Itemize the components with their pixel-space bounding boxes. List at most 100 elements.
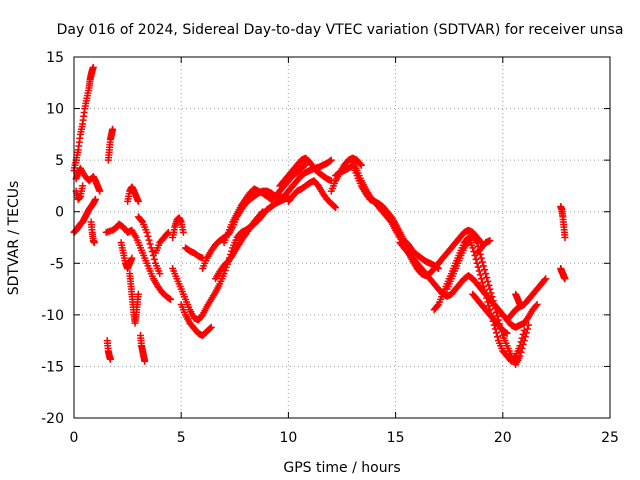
series-s1: [70, 63, 97, 174]
data-point: [533, 301, 541, 309]
data-point: [473, 259, 481, 267]
chart-title: Day 016 of 2024, Sidereal Day-to-day VTE…: [57, 22, 624, 38]
series-s31: [473, 237, 494, 257]
series-s3: [70, 195, 99, 236]
x-tick-label: 20: [494, 430, 512, 446]
data-point: [541, 276, 549, 284]
data-point: [474, 263, 482, 271]
y-tick-label: 0: [55, 205, 64, 221]
data-point: [485, 302, 493, 310]
y-tick-label: -10: [41, 308, 64, 324]
data-point: [489, 297, 497, 305]
data-point: [147, 244, 155, 252]
data-point: [145, 236, 153, 244]
data-point: [79, 182, 87, 190]
data-point: [357, 161, 365, 169]
x-tick-label: 0: [70, 430, 79, 446]
y-axis-label: SDTVAR / TECUs: [6, 181, 22, 296]
data-point: [433, 302, 441, 310]
series-s17: [177, 301, 215, 339]
data-point: [300, 161, 308, 169]
data-point: [484, 277, 492, 285]
data-point: [476, 271, 484, 279]
data-point: [326, 157, 334, 165]
data-points: [70, 63, 569, 368]
data-point: [477, 275, 485, 283]
data-point: [206, 324, 214, 332]
data-point: [258, 209, 266, 217]
data-point: [488, 293, 496, 301]
data-point: [144, 232, 152, 240]
data-point: [146, 240, 154, 248]
series-s23: [284, 177, 340, 212]
data-point: [477, 254, 485, 262]
data-point: [148, 248, 156, 256]
data-point: [522, 329, 530, 337]
data-point: [330, 203, 338, 211]
data-point: [356, 160, 364, 168]
series-s18: [181, 244, 207, 262]
data-point: [481, 286, 489, 294]
y-tick-label: 5: [55, 153, 64, 169]
data-point: [542, 275, 550, 283]
series-s8: [102, 220, 174, 303]
data-point: [179, 228, 187, 236]
series-s35: [557, 264, 569, 283]
data-point: [476, 237, 484, 245]
data-point: [503, 329, 511, 337]
data-point: [480, 262, 488, 270]
x-tick-label: 5: [177, 430, 186, 446]
data-point: [469, 244, 477, 252]
series-s4: [72, 182, 87, 203]
data-point: [483, 273, 491, 281]
data-point: [482, 270, 490, 278]
x-tick-label: 15: [387, 430, 405, 446]
series-s20: [220, 160, 310, 247]
data-point: [207, 323, 215, 331]
data-point: [516, 301, 524, 309]
data-point: [520, 337, 528, 345]
y-tick-label: -20: [41, 411, 64, 427]
data-point: [518, 344, 526, 352]
data-point: [138, 217, 146, 225]
data-point: [521, 333, 529, 341]
y-tick-label: -15: [41, 359, 64, 375]
data-point: [561, 234, 569, 241]
series-s14: [151, 228, 172, 257]
data-point: [525, 321, 533, 329]
data-point: [96, 187, 104, 195]
data-point: [486, 237, 494, 245]
series-s13: [136, 331, 149, 365]
data-point: [493, 333, 501, 341]
data-point: [517, 348, 525, 356]
data-point: [485, 281, 493, 289]
data-point: [516, 352, 524, 360]
data-point: [532, 302, 540, 310]
series-s15: [169, 214, 187, 241]
data-point: [166, 295, 174, 303]
data-point: [90, 239, 98, 247]
series-s2: [72, 164, 104, 195]
data-point: [165, 295, 173, 303]
data-point: [475, 267, 483, 275]
data-point: [481, 266, 489, 274]
y-tick-labels: -20 -15 -10 -5 0 5 10 15: [41, 50, 64, 427]
series-s12: [134, 213, 164, 278]
series-s33: [512, 290, 524, 309]
data-point: [492, 308, 500, 316]
y-tick-label: -5: [50, 256, 64, 272]
series-s5: [87, 218, 98, 247]
data-point: [473, 239, 481, 247]
data-point: [490, 301, 498, 309]
data-point: [156, 270, 164, 278]
data-point: [561, 275, 569, 283]
data-point: [91, 195, 99, 203]
data-point: [150, 255, 158, 263]
y-tick-label: 10: [46, 102, 64, 118]
data-point: [486, 285, 494, 293]
data-point: [106, 355, 114, 363]
series-s34: [557, 203, 569, 241]
data-point: [259, 208, 267, 216]
data-point: [491, 304, 499, 312]
x-tick-label: 10: [279, 430, 297, 446]
